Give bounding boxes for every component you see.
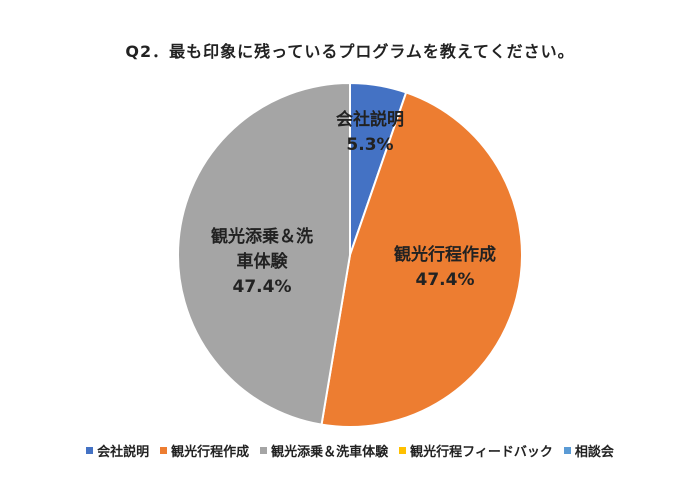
- data-label-2: 観光添乗＆洗車体験 47.4%: [210, 225, 314, 300]
- pie-slice-1: [320, 91, 523, 428]
- legend-item-2: 観光添乗＆洗車体験: [260, 441, 388, 460]
- legend-item-4: 相談会: [563, 441, 614, 460]
- legend-item-3: 観光行程フィードバック: [399, 441, 553, 460]
- data-label-1-value: 47.4%: [415, 270, 475, 290]
- legend-swatch-1: [160, 447, 168, 454]
- data-label-1: 観光行程作成 47.4%: [375, 243, 515, 293]
- legend-swatch-2: [260, 447, 268, 454]
- data-label-2-value: 47.4%: [232, 277, 292, 297]
- data-label-0-value: 5.3%: [346, 135, 394, 155]
- legend-item-0: 会社説明: [86, 441, 149, 460]
- legend-item-1: 観光行程作成: [160, 441, 249, 460]
- data-label-0: 会社説明 5.3%: [320, 108, 420, 158]
- legend-label-3: 観光行程フィードバック: [410, 445, 553, 460]
- legend-swatch-0: [86, 447, 94, 454]
- data-label-0-category: 会社説明: [336, 110, 404, 130]
- legend-label-0: 会社説明: [97, 445, 150, 460]
- pie-slice-2: [177, 81, 351, 426]
- legend-swatch-3: [399, 447, 407, 454]
- data-label-1-category: 観光行程作成: [394, 245, 496, 265]
- legend-swatch-4: [563, 447, 571, 454]
- legend-label-4: 相談会: [574, 445, 614, 460]
- legend-label-1: 観光行程作成: [171, 445, 250, 460]
- legend-label-2: 観光添乗＆洗車体験: [271, 445, 389, 460]
- chart-title: Q2．最も印象に残っているプログラムを教えてください。: [125, 42, 575, 61]
- legend: 会社説明 観光行程作成 観光添乗＆洗車体験 観光行程フィードバック 相談会: [0, 441, 700, 460]
- data-label-2-category: 観光添乗＆洗車体験: [211, 227, 313, 272]
